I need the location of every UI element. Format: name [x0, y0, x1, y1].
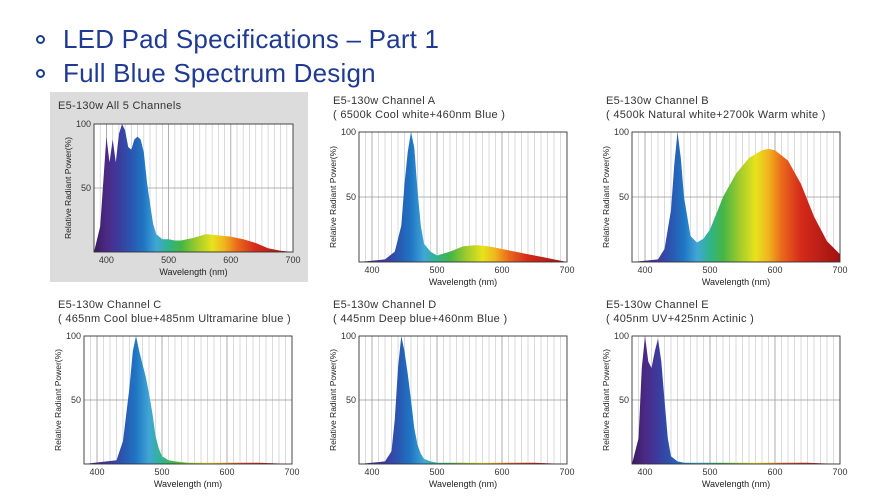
spectrum-chart-e: 400 500 600 700 50 100 Wavelength (nm) Relative…	[601, 331, 848, 489]
chart-title: E5-130w Channel B	[606, 95, 709, 107]
x-tick-label: 700	[559, 265, 574, 275]
x-tick-label: 600	[223, 255, 238, 265]
y-tick-label: 50	[619, 192, 629, 202]
y-axis-label: Relative Radiant Power(%)	[601, 146, 611, 248]
y-tick-label: 50	[346, 395, 356, 405]
y-tick-label: 50	[619, 395, 629, 405]
chart-panel-a: E5-130w Channel A ( 6500k Cool white+460…	[325, 92, 583, 292]
y-tick-label: 100	[66, 331, 81, 341]
spectrum-chart-b: 400 500 600 700 50 100 Wavelength (nm) Relative…	[601, 127, 848, 287]
x-tick-label: 700	[559, 467, 574, 477]
chart-panel-all: E5-130w All 5 Channels 400 500 600 700 50 100…	[50, 92, 308, 282]
x-tick-label: 400	[364, 467, 379, 477]
plot-frame	[358, 335, 568, 465]
x-tick-label: 400	[99, 255, 114, 265]
chart-subtitle: ( 445nm Deep blue+460nm Blue )	[333, 313, 508, 325]
plot-frame	[358, 131, 568, 263]
chart-subtitle: ( 405nm UV+425nm Actinic )	[606, 313, 755, 325]
bullet-text: Full Blue Spectrum Design	[63, 57, 376, 88]
bullet-item: LED Pad Specifications – Part 1	[36, 22, 439, 56]
plot-frame	[631, 131, 841, 263]
x-tick-label: 700	[284, 467, 299, 477]
x-tick-label: 500	[702, 467, 717, 477]
spectrum-area	[359, 132, 567, 262]
spectrum-area	[632, 336, 840, 464]
chart-title: E5-130w Channel A	[333, 95, 436, 107]
y-tick-label: 50	[81, 183, 91, 193]
chart-subtitle: ( 4500k Natural white+2700k Warm white )	[606, 109, 826, 121]
x-axis-label: Wavelength (nm)	[429, 277, 497, 287]
y-tick-label: 100	[76, 119, 91, 129]
spectrum-chart-a: 400 500 600 700 50 100 Wavelength (nm) Relative…	[328, 127, 575, 287]
spectrum-area	[94, 124, 293, 252]
y-axis-label: Relative Radiant Power(%)	[53, 349, 63, 451]
plot-frame	[83, 335, 293, 465]
y-tick-label: 50	[346, 192, 356, 202]
x-axis-label: Wavelength (nm)	[429, 479, 497, 489]
plot-frame	[631, 335, 841, 465]
x-tick-label: 700	[832, 467, 847, 477]
x-tick-label: 500	[161, 255, 176, 265]
y-tick-label: 100	[614, 331, 629, 341]
chart-subtitle: ( 6500k Cool white+460nm Blue )	[333, 109, 506, 121]
x-axis-label: Wavelength (nm)	[702, 479, 770, 489]
x-tick-label: 500	[429, 467, 444, 477]
x-tick-label: 600	[767, 265, 782, 275]
chart-panel-b: E5-130w Channel B ( 4500k Natural white+…	[598, 92, 856, 292]
y-tick-label: 100	[341, 331, 356, 341]
bullet-list: LED Pad Specifications – Part 1 Full Blu…	[36, 22, 439, 90]
y-axis-label: Relative Radiant Power(%)	[328, 349, 338, 451]
chart-panel-e: E5-130w Channel E ( 405nm UV+425nm Actin…	[598, 296, 856, 496]
chart-title: E5-130w All 5 Channels	[58, 100, 182, 112]
x-tick-label: 500	[429, 265, 444, 275]
chart-subtitle: ( 465nm Cool blue+485nm Ultramarine blue…	[58, 313, 292, 325]
x-axis-label: Wavelength (nm)	[154, 479, 222, 489]
x-tick-label: 400	[637, 265, 652, 275]
chart-panel-c: E5-130w Channel C ( 465nm Cool blue+485n…	[50, 296, 318, 496]
spectrum-chart-c: 400 500 600 700 50 100 Wavelength (nm) Relative…	[53, 331, 300, 489]
x-tick-label: 600	[494, 265, 509, 275]
x-tick-label: 500	[702, 265, 717, 275]
y-tick-label: 100	[341, 127, 356, 137]
bullet-text: LED Pad Specifications – Part 1	[63, 23, 440, 54]
x-tick-label: 400	[89, 467, 104, 477]
x-axis-label: Wavelength (nm)	[702, 277, 770, 287]
plot-frame	[93, 123, 294, 253]
spectrum-area	[359, 336, 567, 464]
y-axis-label: Relative Radiant Power(%)	[601, 349, 611, 451]
x-tick-label: 700	[285, 255, 300, 265]
x-tick-label: 700	[832, 265, 847, 275]
bullet-circle-icon	[36, 68, 45, 78]
x-tick-label: 400	[364, 265, 379, 275]
x-tick-label: 400	[637, 467, 652, 477]
bullet-circle-icon	[36, 34, 45, 44]
x-tick-label: 600	[767, 467, 782, 477]
x-axis-label: Wavelength (nm)	[159, 267, 227, 277]
spectrum-chart-all: 400 500 600 700 50 100 Wavelength (nm) Relative…	[63, 119, 301, 277]
x-tick-label: 500	[154, 467, 169, 477]
bullet-item: Full Blue Spectrum Design	[36, 56, 439, 90]
spectrum-area	[632, 132, 840, 262]
chart-title: E5-130w Channel E	[606, 299, 709, 311]
y-axis-label: Relative Radiant Power(%)	[328, 146, 338, 248]
y-tick-label: 100	[614, 127, 629, 137]
x-tick-label: 600	[494, 467, 509, 477]
chart-title: E5-130w Channel D	[333, 299, 437, 311]
y-axis-label: Relative Radiant Power(%)	[63, 137, 73, 239]
spectrum-area	[84, 336, 292, 464]
spectrum-chart-d: 400 500 600 700 50 100 Wavelength (nm) Relative…	[328, 331, 575, 489]
x-tick-label: 600	[219, 467, 234, 477]
chart-title: E5-130w Channel C	[58, 299, 162, 311]
chart-panel-d: E5-130w Channel D ( 445nm Deep blue+460n…	[325, 296, 583, 496]
y-tick-label: 50	[71, 395, 81, 405]
